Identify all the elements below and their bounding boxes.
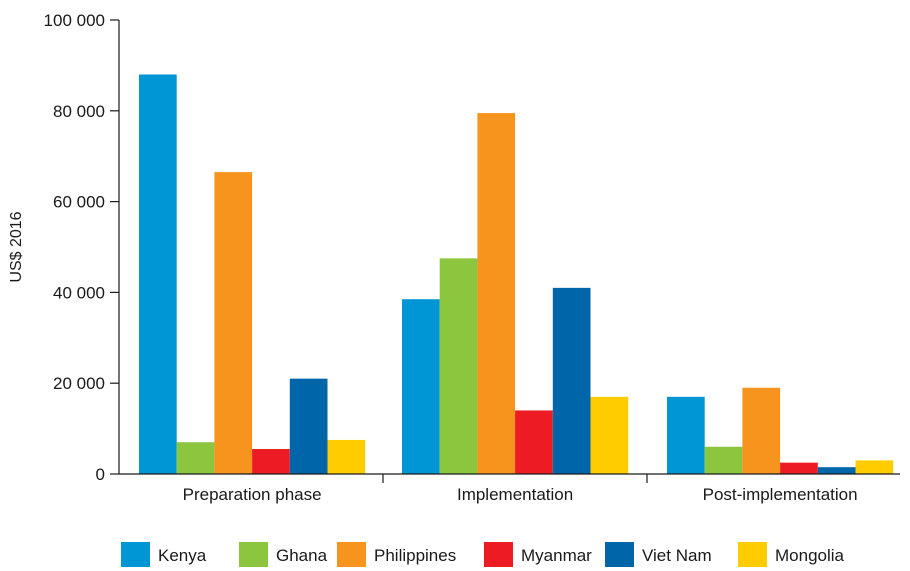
bar-myanmar-preparation-phase <box>252 449 290 474</box>
y-tick-label: 80 000 <box>53 102 105 121</box>
bar-philippines-post-implementation <box>742 387 781 474</box>
legend-label-myanmar: Myanmar <box>521 546 592 565</box>
x-category-label-post-implementation: Post-implementation <box>703 485 858 504</box>
y-axis-title: US$ 2016 <box>8 211 25 282</box>
y-ticks-group: 0 20 000 40 000 60 000 80 000 100 000 <box>44 11 119 484</box>
y-tick-label: 0 <box>96 465 105 484</box>
y-tick-label: 60 000 <box>53 193 105 212</box>
bar-myanmar-post-implementation <box>780 462 818 474</box>
bar-kenya-implementation <box>402 299 440 474</box>
legend-label-ghana: Ghana <box>276 546 328 565</box>
axes-group <box>118 20 900 475</box>
legend-swatch-mongolia <box>738 542 767 567</box>
legend-label-philippines: Philippines <box>374 546 456 565</box>
legend-swatch-philippines <box>337 542 366 567</box>
legend-label-mongolia: Mongolia <box>775 546 845 565</box>
bar-viet-nam-preparation-phase <box>289 378 328 474</box>
bar-ghana-post-implementation <box>704 446 743 474</box>
legend-swatch-kenya <box>121 542 150 567</box>
bar-viet-nam-post-implementation <box>817 467 856 474</box>
bar-ghana-implementation <box>439 258 478 474</box>
x-category-label-implementation: Implementation <box>457 485 573 504</box>
y-tick-label: 20 000 <box>53 374 105 393</box>
bar-ghana-preparation-phase <box>176 442 215 474</box>
legend-swatch-ghana <box>239 542 268 567</box>
bars-group <box>139 74 894 474</box>
legend-swatch-myanmar <box>484 542 513 567</box>
y-tick-label: 100 000 <box>44 11 105 30</box>
legend-label-kenya: Kenya <box>158 546 207 565</box>
x-labels-group: Preparation phase Implementation Post-impl… <box>183 474 858 504</box>
bar-viet-nam-implementation <box>552 287 591 474</box>
bar-myanmar-implementation <box>515 410 553 474</box>
bar-philippines-implementation <box>477 113 516 474</box>
bar-philippines-preparation-phase <box>214 172 253 474</box>
bar-kenya-post-implementation <box>667 396 705 474</box>
x-category-label-preparation-phase: Preparation phase <box>183 485 322 504</box>
legend: Kenya Ghana Philippines Myanmar Viet Nam Mong… <box>121 542 845 567</box>
bar-mongolia-preparation-phase <box>327 439 366 474</box>
legend-swatch-viet-nam <box>605 542 634 567</box>
y-tick-label: 40 000 <box>53 283 105 302</box>
bar-mongolia-implementation <box>590 396 629 474</box>
bar-mongolia-post-implementation <box>855 460 894 474</box>
y-axis-title-group: US$ 2016 <box>8 211 25 282</box>
legend-label-viet-nam: Viet Nam <box>642 546 712 565</box>
bar-kenya-preparation-phase <box>139 74 177 474</box>
